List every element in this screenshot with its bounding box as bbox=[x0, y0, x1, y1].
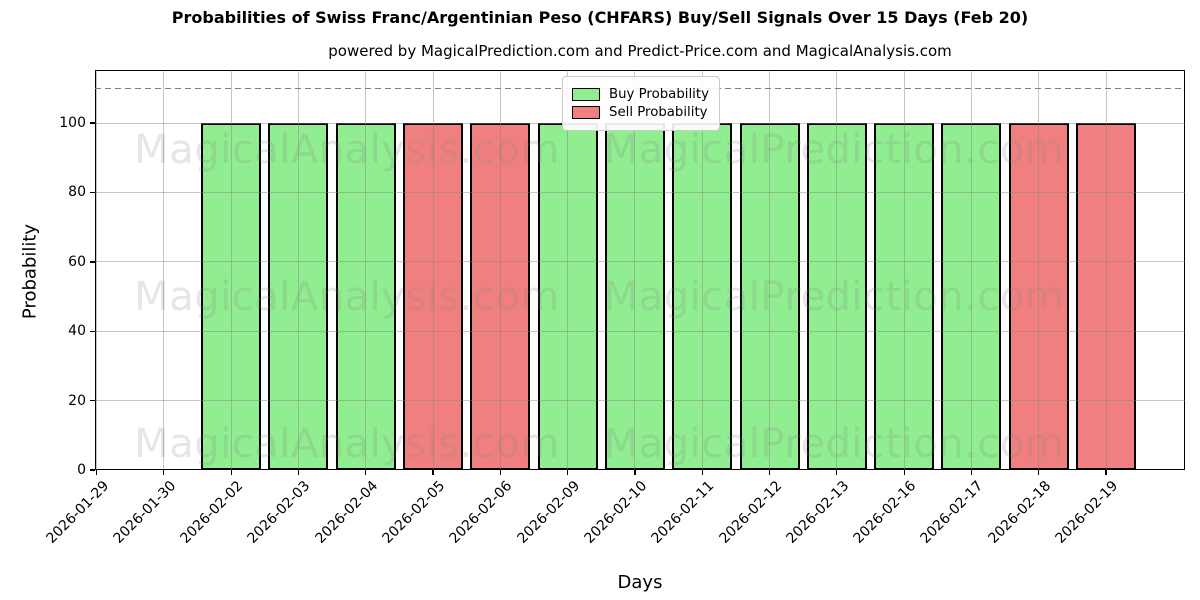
x-tick-mark bbox=[701, 470, 703, 475]
x-tick-mark bbox=[432, 470, 434, 475]
x-tick-mark bbox=[365, 470, 367, 475]
y-tick-mark bbox=[90, 191, 95, 194]
x-tick-mark bbox=[1105, 470, 1107, 475]
watermark-text: MagicalAnalysis.com bbox=[134, 421, 560, 467]
chart-title: Probabilities of Swiss Franc/Argentinian… bbox=[171, 8, 1029, 27]
gridline-horizontal bbox=[95, 400, 1185, 402]
legend: Buy Probability Sell Probability bbox=[562, 76, 720, 131]
gridline-vertical bbox=[297, 70, 299, 470]
y-axis-label: Probability bbox=[19, 223, 41, 320]
y-tick-label: 80 bbox=[68, 184, 86, 201]
bar-2026-02-17 bbox=[941, 123, 1002, 470]
x-tick-mark bbox=[230, 470, 232, 475]
legend-item-sell: Sell Probability bbox=[572, 105, 709, 120]
legend-swatch-sell bbox=[572, 106, 600, 119]
bar-2026-02-11 bbox=[672, 123, 733, 470]
y-tick-label: 100 bbox=[59, 115, 86, 132]
legend-label-buy: Buy Probability bbox=[609, 87, 709, 102]
watermark-text: MagicalPrediction.com bbox=[603, 274, 1065, 320]
y-tick-mark bbox=[90, 122, 95, 124]
y-tick-label: 60 bbox=[68, 253, 86, 270]
bar-2026-02-19 bbox=[1076, 123, 1136, 470]
legend-swatch-buy bbox=[572, 88, 600, 101]
chart-subtitle: powered by MagicalPrediction.com and Pre… bbox=[328, 42, 952, 60]
x-tick-mark bbox=[836, 470, 838, 475]
x-tick-mark bbox=[903, 470, 905, 475]
x-tick-mark bbox=[297, 470, 300, 475]
legend-item-buy: Buy Probability bbox=[572, 87, 709, 102]
watermark-text: MagicalPrediction.com bbox=[603, 127, 1065, 173]
gridline-horizontal bbox=[95, 330, 1185, 332]
gridline-vertical bbox=[836, 70, 838, 470]
x-axis-label: Days bbox=[617, 572, 663, 593]
y-tick-label: 20 bbox=[68, 392, 86, 409]
gridline-vertical bbox=[163, 70, 165, 470]
gridline-vertical bbox=[365, 70, 367, 470]
watermark-text: MagicalAnalysis.com bbox=[134, 127, 560, 173]
x-tick-mark bbox=[163, 470, 165, 475]
gridline-horizontal bbox=[95, 191, 1185, 193]
bar-2026-02-13 bbox=[806, 123, 867, 470]
bar-2026-02-05 bbox=[403, 123, 463, 470]
watermark-text: MagicalPrediction.com bbox=[603, 421, 1065, 467]
y-tick-mark bbox=[90, 261, 95, 263]
y-tick-mark bbox=[90, 400, 95, 402]
bar-2026-02-10 bbox=[604, 123, 665, 470]
gridline-vertical bbox=[230, 70, 232, 470]
gridline-vertical bbox=[970, 70, 972, 470]
bar-2026-02-09 bbox=[537, 123, 598, 470]
bar-2026-02-02 bbox=[201, 123, 262, 470]
x-tick-mark bbox=[768, 470, 771, 475]
y-tick-label: 0 bbox=[77, 462, 86, 478]
x-tick-mark bbox=[567, 470, 569, 475]
bar-2026-02-16 bbox=[874, 123, 935, 470]
legend-label-sell: Sell Probability bbox=[609, 105, 708, 120]
x-tick-mark bbox=[95, 470, 98, 475]
x-tick-mark bbox=[634, 470, 636, 475]
bar-2026-02-18 bbox=[1008, 123, 1069, 470]
gridline-vertical bbox=[701, 70, 703, 470]
gridline-vertical bbox=[1038, 70, 1040, 470]
gridline-vertical bbox=[96, 70, 97, 470]
bar-2026-02-06 bbox=[470, 123, 531, 470]
watermark-text: MagicalAnalysis.com bbox=[134, 274, 560, 320]
gridline-vertical bbox=[1105, 70, 1107, 470]
gridline-vertical bbox=[769, 70, 770, 470]
gridline-vertical bbox=[567, 70, 569, 470]
x-tick-mark bbox=[1038, 470, 1040, 475]
x-tick-mark bbox=[970, 470, 973, 475]
y-tick-mark bbox=[90, 469, 95, 471]
gridline-vertical bbox=[634, 70, 636, 470]
gridline-vertical bbox=[432, 70, 434, 470]
bar-2026-02-03 bbox=[268, 123, 329, 470]
gridline-vertical bbox=[499, 70, 501, 470]
x-tick-mark bbox=[499, 470, 501, 475]
gridline-vertical bbox=[903, 70, 905, 470]
y-tick-label: 40 bbox=[68, 323, 86, 340]
gridline-horizontal bbox=[95, 261, 1185, 263]
bar-2026-02-04 bbox=[335, 123, 396, 470]
bar-2026-02-12 bbox=[739, 123, 800, 470]
y-tick-mark bbox=[90, 330, 95, 332]
